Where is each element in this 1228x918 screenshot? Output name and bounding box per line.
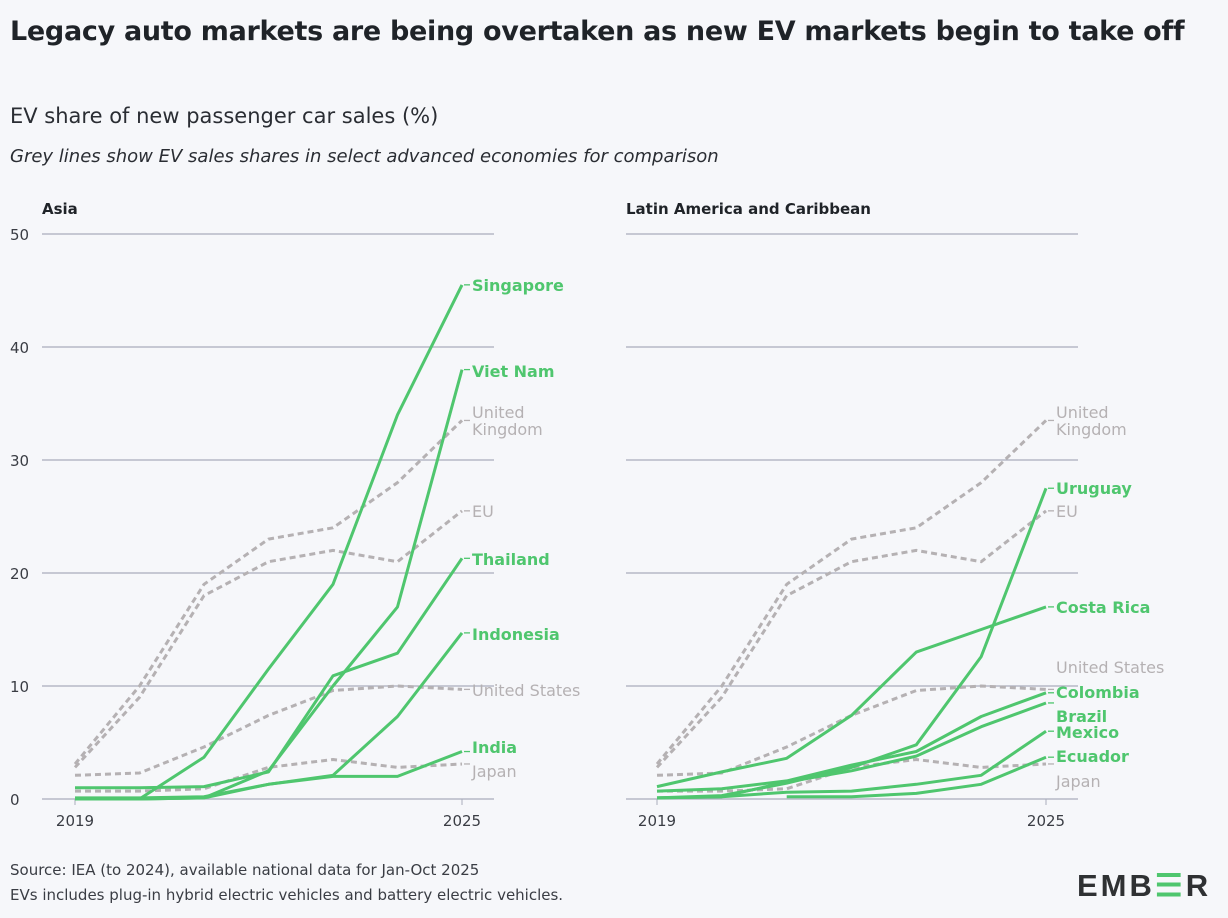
y-tick-label: 50	[10, 226, 29, 244]
series-label-eu: EU	[1056, 502, 1078, 521]
series-line-colombia	[656, 691, 1047, 793]
series-line-uruguay	[656, 487, 1048, 800]
source-line: Source: IEA (to 2024), available nationa…	[10, 861, 480, 879]
series-line-india	[75, 750, 463, 800]
source-note: Source: IEA (to 2024), available nationa…	[10, 858, 563, 908]
chart-title: Legacy auto markets are being overtaken …	[10, 16, 1185, 47]
series-line-united-states	[656, 684, 1047, 777]
series-label-japan: Japan	[1055, 772, 1101, 791]
series-label-indonesia: Indonesia	[472, 625, 560, 644]
series-label-brazil: Brazil	[1056, 707, 1107, 726]
series-label-ecuador: Ecuador	[1056, 747, 1129, 766]
series-line-costa-rica	[656, 605, 1047, 789]
series-label-united-states: United States	[1056, 658, 1164, 677]
series-line-brazil	[656, 701, 1047, 800]
series-line-united-states	[74, 684, 463, 777]
x-tick-label: 2019	[638, 812, 676, 830]
y-tick-label: 0	[10, 791, 20, 809]
series-label-united-kingdom: Kingdom	[472, 420, 543, 439]
chart-subtitle: EV share of new passenger car sales (%)	[10, 104, 439, 128]
series-line-united-kingdom	[655, 419, 1048, 765]
series-label-costa-rica: Costa Rica	[1056, 598, 1150, 617]
series-label-thailand: Thailand	[472, 550, 550, 569]
series-label-japan: Japan	[471, 762, 517, 781]
series-label-eu: EU	[472, 502, 494, 521]
chart-note: Grey lines show EV sales shares in selec…	[10, 146, 719, 167]
x-tick-label: 2025	[1027, 812, 1065, 830]
y-tick-label: 40	[10, 339, 29, 357]
series-label-india: India	[472, 738, 517, 757]
series-line-united-kingdom	[73, 419, 464, 765]
series-line-japan	[75, 758, 463, 793]
series-label-united-kingdom: Kingdom	[1056, 420, 1127, 439]
series-line-singapore	[75, 284, 464, 801]
series-line-ecuador	[786, 755, 1047, 799]
footnote-line: EVs includes plug-in hybrid electric veh…	[10, 886, 564, 904]
series-line-eu	[655, 509, 1047, 769]
y-tick-label: 20	[10, 565, 29, 583]
series-line-eu	[73, 509, 463, 769]
series-label-united-kingdom: United	[1056, 403, 1109, 422]
series-label-viet-nam: Viet Nam	[472, 362, 555, 381]
series-label-singapore: Singapore	[472, 276, 564, 295]
series-line-japan	[657, 758, 1047, 793]
series-line-thailand	[75, 557, 464, 790]
ember-logo: EMB☰R	[1077, 868, 1212, 903]
series-line-viet-nam	[75, 369, 464, 801]
series-line-mexico	[656, 729, 1047, 800]
panel-title: Asia	[42, 200, 78, 218]
panel-title: Latin America and Caribbean	[626, 200, 871, 218]
x-tick-label: 2019	[56, 812, 94, 830]
series-label-uruguay: Uruguay	[1056, 479, 1132, 498]
y-tick-label: 10	[10, 678, 29, 696]
x-tick-label: 2025	[443, 812, 481, 830]
series-label-united-states: United States	[472, 681, 580, 700]
series-label-united-kingdom: United	[472, 403, 525, 422]
series-label-mexico: Mexico	[1056, 723, 1119, 742]
y-tick-label: 30	[10, 452, 29, 470]
series-label-colombia: Colombia	[1056, 683, 1140, 702]
